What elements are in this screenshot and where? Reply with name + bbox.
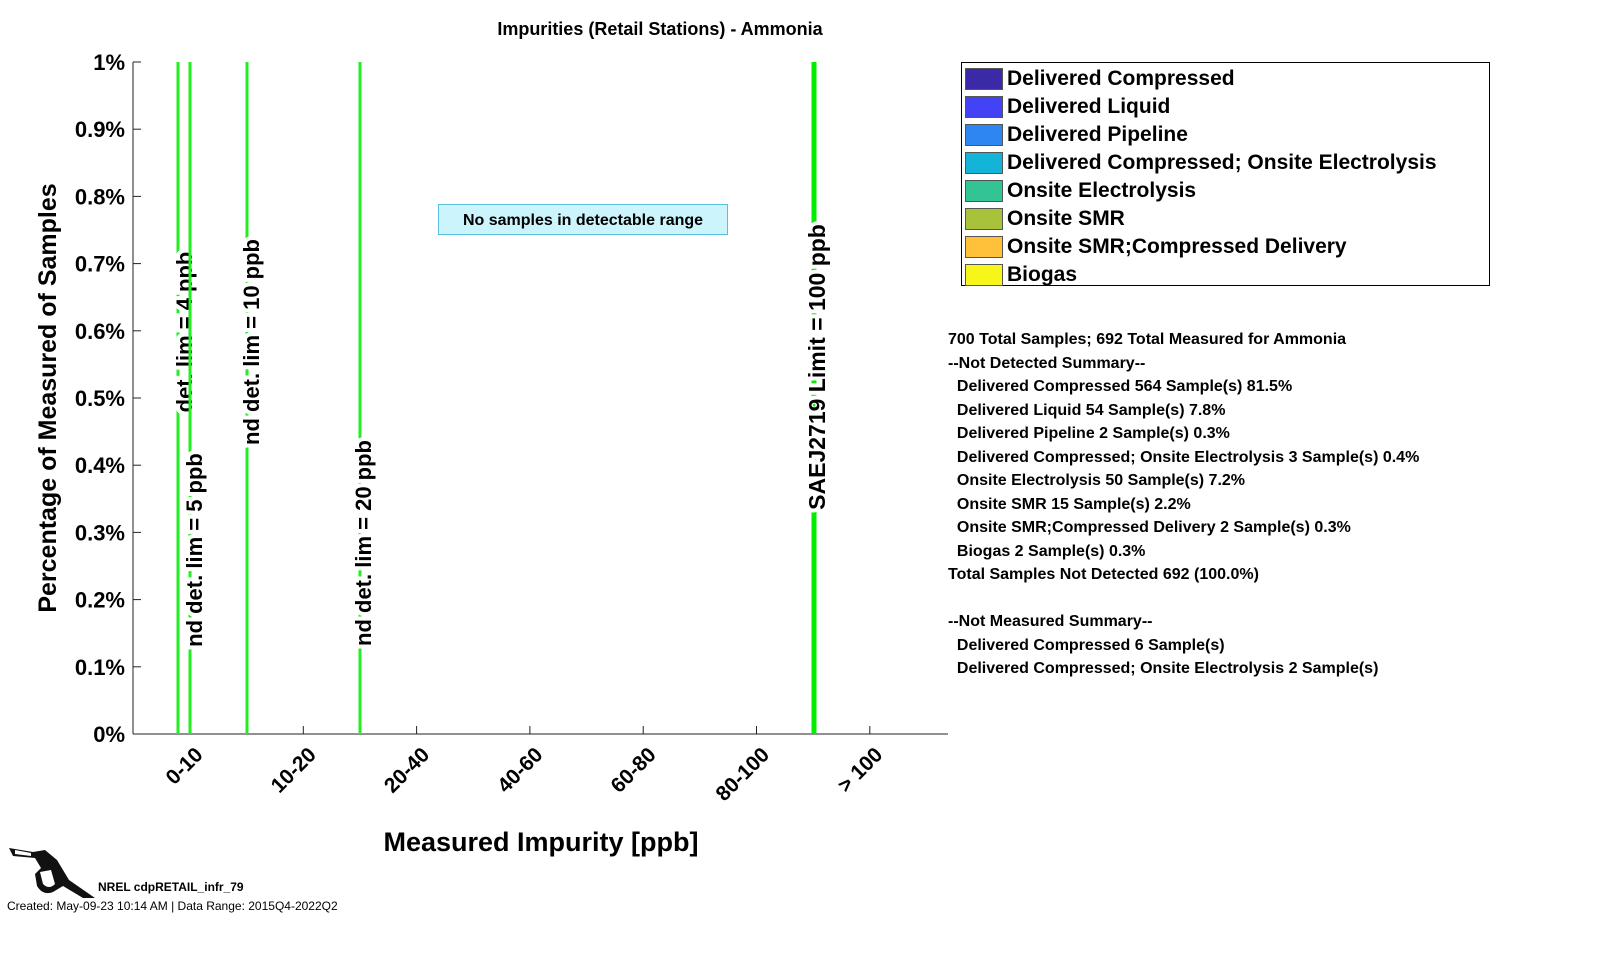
legend-swatch: [965, 152, 1003, 174]
legend-label: Onsite SMR: [1007, 207, 1125, 230]
y-tick-label: 0.4%: [75, 453, 125, 478]
y-tick-label: 0.7%: [75, 252, 125, 277]
legend-label: Onsite Electrolysis: [1007, 179, 1197, 202]
x-tick-label: 10-20: [267, 743, 321, 797]
y-tick-label: 1%: [93, 50, 125, 75]
legend-label: Delivered Pipeline: [1007, 123, 1188, 146]
legend-label: Delivered Compressed: [1007, 67, 1235, 90]
summary-line: --Not Measured Summary--: [948, 613, 1153, 630]
summary-line: Delivered Liquid 54 Sample(s) 7.8%: [948, 401, 1226, 419]
y-tick-label: 0.6%: [75, 319, 125, 344]
legend-swatch: [965, 264, 1003, 286]
fuel-nozzle-logo: [9, 848, 95, 898]
chart-title: Impurities (Retail Stations) - Ammonia: [497, 19, 823, 39]
y-tick-label: 0.5%: [75, 386, 125, 411]
x-tick-label: 40-60: [493, 743, 547, 797]
legend-label: Onsite SMR;Compressed Delivery: [1007, 235, 1347, 258]
legend-item: Delivered Compressed; Onsite Electrolysi…: [962, 149, 1489, 177]
legend-item: Onsite Electrolysis: [962, 177, 1489, 205]
summary-line: Onsite SMR;Compressed Delivery 2 Sample(…: [948, 519, 1351, 536]
summary-line: Biogas 2 Sample(s) 0.3%: [948, 542, 1146, 560]
y-tick-label: 0.8%: [75, 184, 125, 209]
legend-swatch: [965, 236, 1003, 258]
summary-line: Delivered Pipeline 2 Sample(s) 0.3%: [948, 425, 1230, 442]
summary-line: Total Samples Not Detected 692 (100.0%): [948, 566, 1259, 583]
x-tick-label: > 100: [833, 743, 887, 797]
y-tick-label: 0.9%: [75, 117, 125, 142]
summary-line: [948, 587, 1419, 611]
legend-swatch: [965, 208, 1003, 230]
sample-summary: 700 Total Samples; 692 Total Measured fo…: [948, 328, 1419, 681]
y-tick-label: 0.3%: [75, 520, 125, 545]
legend: Delivered Compressed Delivered Liquid Deli…: [961, 62, 1490, 286]
summary-line: --Not Detected Summary--: [948, 354, 1146, 372]
created-info: Created: May-09-23 10:14 AM | Data Range…: [7, 899, 338, 913]
x-tick-label: 60-80: [606, 743, 660, 797]
y-tick-label: 0%: [93, 722, 125, 747]
summary-line: Delivered Compressed; Onsite Electrolysi…: [948, 448, 1420, 466]
reference-line-label: SAEJ2719 Limit = 100 ppb: [804, 224, 830, 510]
legend-label: Delivered Liquid: [1007, 95, 1171, 118]
legend-swatch: [965, 68, 1003, 90]
legend-item: Onsite SMR: [962, 205, 1489, 233]
reference-line-label: nd det. lim = 10 ppb: [239, 239, 264, 445]
summary-line: Onsite Electrolysis 50 Sample(s) 7.2%: [948, 472, 1246, 489]
legend-label: Biogas: [1007, 263, 1078, 286]
legend-item: Biogas: [962, 261, 1489, 289]
x-tick-label: 80-100: [712, 743, 775, 806]
reference-line-label: nd det. lim = 20 ppb: [351, 440, 376, 646]
summary-line: Delivered Compressed 6 Sample(s): [948, 636, 1225, 654]
figure-id: NREL cdpRETAIL_infr_79: [98, 880, 244, 894]
reference-line-label: det. lim = 4 ppb: [172, 252, 197, 413]
y-tick-label: 0.1%: [75, 655, 125, 680]
reference-line-label: nd det. lim = 5 ppb: [182, 453, 207, 647]
x-tick-label: 20-40: [380, 743, 434, 797]
summary-line: Onsite SMR 15 Sample(s) 2.2%: [948, 495, 1191, 513]
summary-line: Delivered Compressed; Onsite Electrolysi…: [948, 660, 1379, 677]
summary-line: Delivered Compressed 564 Sample(s) 81.5%: [948, 378, 1293, 395]
legend-item: Delivered Compressed: [962, 65, 1489, 93]
summary-line: 700 Total Samples; 692 Total Measured fo…: [948, 331, 1347, 348]
y-axis-label: Percentage of Measured of Samples: [34, 183, 62, 612]
legend-swatch: [965, 180, 1003, 202]
legend-swatch: [965, 124, 1003, 146]
legend-item: Delivered Pipeline: [962, 121, 1489, 149]
legend-label: Delivered Compressed; Onsite Electrolysi…: [1007, 151, 1437, 174]
legend-item: Delivered Liquid: [962, 93, 1489, 121]
legend-swatch: [965, 96, 1003, 118]
x-tick-label: 0-10: [162, 743, 208, 789]
no-data-annotation: No samples in detectable range: [438, 204, 728, 235]
x-axis-label: Measured Impurity [ppb]: [383, 827, 698, 857]
legend-item: Onsite SMR;Compressed Delivery: [962, 233, 1489, 261]
y-tick-label: 0.2%: [75, 588, 125, 613]
